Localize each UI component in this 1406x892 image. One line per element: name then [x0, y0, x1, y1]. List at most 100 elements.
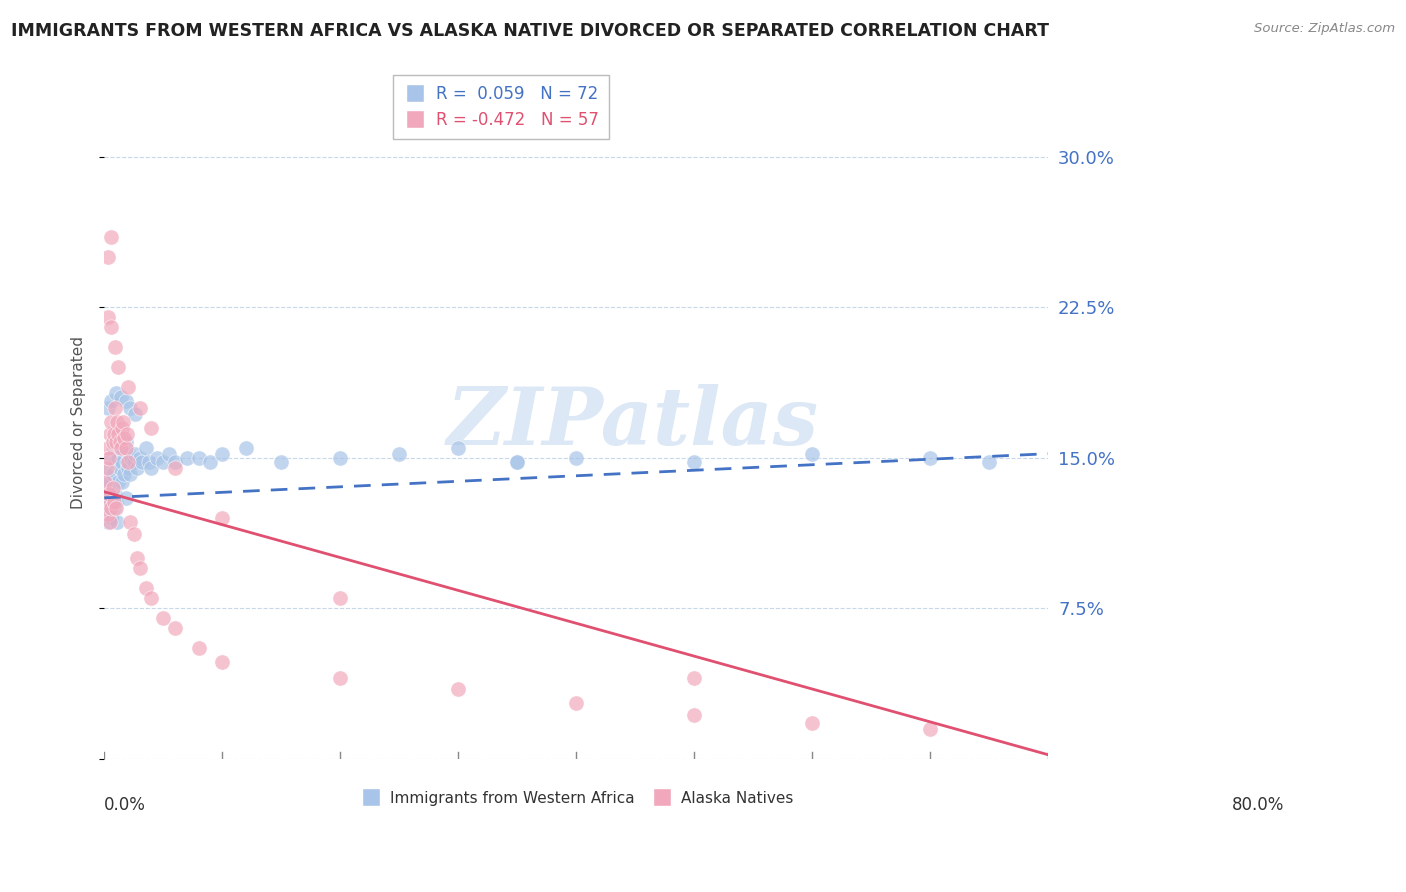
Point — [107, 450, 129, 465]
Point — [117, 455, 139, 469]
Point — [120, 515, 142, 529]
Point — [98, 475, 121, 489]
Point — [98, 450, 121, 465]
Point — [112, 441, 135, 455]
Point — [104, 487, 127, 501]
Point — [97, 515, 120, 529]
Point — [105, 434, 128, 449]
Point — [103, 500, 125, 515]
Point — [127, 460, 149, 475]
Point — [235, 441, 257, 455]
Point — [565, 450, 588, 465]
Point — [104, 340, 127, 354]
Point — [100, 511, 122, 525]
Point — [104, 455, 127, 469]
Point — [152, 455, 174, 469]
Point — [97, 441, 120, 455]
Point — [117, 380, 139, 394]
Point — [152, 611, 174, 625]
Point — [105, 500, 128, 515]
Point — [128, 401, 150, 415]
Point — [100, 230, 122, 244]
Text: IMMIGRANTS FROM WESTERN AFRICA VS ALASKA NATIVE DIVORCED OR SEPARATED CORRELATIO: IMMIGRANTS FROM WESTERN AFRICA VS ALASKA… — [11, 22, 1049, 40]
Point — [114, 491, 136, 505]
Point — [103, 441, 125, 455]
Point — [329, 450, 352, 465]
Point — [447, 681, 470, 696]
Point — [388, 447, 411, 461]
Point — [97, 250, 120, 264]
Point — [105, 386, 128, 401]
Point — [211, 511, 233, 525]
Point — [187, 641, 209, 656]
Point — [141, 591, 163, 606]
Point — [112, 467, 135, 481]
Point — [447, 441, 470, 455]
Point — [683, 707, 706, 722]
Point — [141, 420, 163, 434]
Point — [105, 495, 128, 509]
Point — [107, 426, 129, 441]
Point — [100, 415, 122, 429]
Point — [103, 426, 125, 441]
Point — [176, 450, 198, 465]
Point — [801, 447, 824, 461]
Point — [127, 551, 149, 566]
Point — [115, 455, 138, 469]
Point — [146, 450, 169, 465]
Point — [112, 415, 135, 429]
Point — [96, 460, 118, 475]
Point — [98, 487, 121, 501]
Point — [97, 507, 120, 521]
Point — [683, 672, 706, 686]
Point — [111, 475, 134, 489]
Point — [131, 455, 153, 469]
Point — [112, 431, 135, 445]
Point — [97, 310, 120, 325]
Point — [122, 527, 145, 541]
Point — [165, 455, 187, 469]
Point — [920, 722, 942, 736]
Point — [110, 391, 132, 405]
Point — [100, 450, 122, 465]
Point — [108, 434, 131, 449]
Point — [118, 447, 141, 461]
Point — [120, 401, 142, 415]
Point — [97, 471, 120, 485]
Point — [111, 455, 134, 469]
Point — [111, 420, 134, 434]
Text: ZIPatlas: ZIPatlas — [447, 384, 818, 461]
Point — [101, 481, 124, 495]
Point — [920, 450, 942, 465]
Point — [683, 455, 706, 469]
Point — [200, 455, 222, 469]
Point — [135, 581, 157, 595]
Legend: Immigrants from Western Africa, Alaska Natives: Immigrants from Western Africa, Alaska N… — [353, 784, 799, 812]
Point — [101, 491, 124, 505]
Y-axis label: Divorced or Separated: Divorced or Separated — [72, 336, 86, 509]
Point — [98, 487, 121, 501]
Point — [100, 394, 122, 409]
Point — [565, 696, 588, 710]
Text: 80.0%: 80.0% — [1232, 796, 1284, 814]
Point — [165, 460, 187, 475]
Point — [101, 467, 124, 481]
Point — [114, 394, 136, 409]
Point — [122, 455, 145, 469]
Point — [979, 455, 1001, 469]
Point — [211, 656, 233, 670]
Point — [211, 447, 233, 461]
Point — [96, 481, 118, 495]
Point — [270, 455, 292, 469]
Point — [120, 450, 142, 465]
Point — [101, 434, 124, 449]
Point — [114, 434, 136, 449]
Point — [94, 475, 117, 489]
Point — [128, 561, 150, 575]
Point — [114, 441, 136, 455]
Point — [115, 426, 138, 441]
Point — [94, 495, 117, 509]
Point — [105, 515, 128, 529]
Point — [124, 407, 146, 421]
Point — [100, 500, 122, 515]
